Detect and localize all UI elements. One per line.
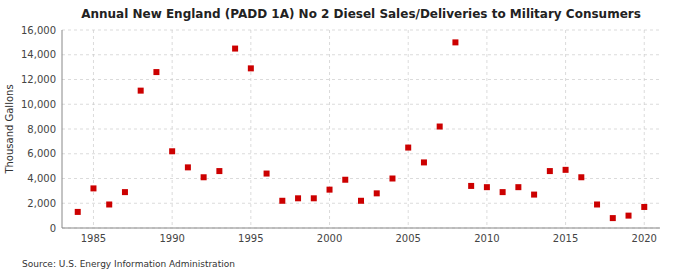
- title: Annual New England (PADD 1A) No 2 Diesel…: [81, 7, 641, 21]
- y-tick-label: 16,000: [21, 25, 56, 36]
- x-grid-line: [93, 30, 94, 228]
- y-grid-line: [62, 178, 660, 179]
- x-grid-line: [250, 30, 251, 228]
- y-grid-line: [62, 228, 660, 229]
- point: [279, 198, 285, 204]
- x-axis-line: [62, 228, 660, 229]
- point: [327, 187, 333, 193]
- x-tick-label: 2005: [395, 233, 420, 244]
- point: [295, 195, 301, 201]
- y-grid-line: [62, 79, 660, 80]
- point: [75, 209, 81, 215]
- y-tick-label: 6,000: [27, 148, 56, 159]
- point: [484, 184, 490, 190]
- point: [405, 145, 411, 151]
- y-grid-line: [62, 153, 660, 154]
- x-tick-label: 1995: [238, 233, 263, 244]
- axes: 0 2,000 4,000 6,000 8,000 10,000 12,000 14,000 1…: [21, 25, 660, 245]
- source: Source: U.S. Energy Information Administ…: [22, 259, 235, 269]
- x-grid-line: [565, 30, 566, 228]
- point: [468, 183, 474, 189]
- points: [75, 39, 648, 221]
- point: [153, 69, 159, 75]
- point: [421, 159, 427, 165]
- chart-svg: Annual New England (PADD 1A) No 2 Diesel…: [0, 0, 675, 275]
- grid: [62, 30, 660, 228]
- point: [594, 201, 600, 207]
- point: [185, 164, 191, 170]
- y-grid-line: [62, 54, 660, 55]
- y-tick-label: 12,000: [21, 74, 56, 85]
- point: [374, 190, 380, 196]
- chart-container: Annual New England (PADD 1A) No 2 Diesel…: [0, 0, 675, 275]
- x-grid-line: [329, 30, 330, 228]
- x-tick-label: 1990: [159, 233, 184, 244]
- point: [232, 46, 238, 52]
- point: [531, 192, 537, 198]
- point: [610, 215, 616, 221]
- point: [452, 39, 458, 45]
- x-tick-label: 1985: [81, 233, 106, 244]
- point: [122, 189, 128, 195]
- x-tick-label: 2020: [632, 233, 657, 244]
- point: [578, 174, 584, 180]
- point: [248, 65, 254, 71]
- point: [138, 88, 144, 94]
- point: [563, 167, 569, 173]
- point: [216, 168, 222, 174]
- x-tick-label: 2010: [474, 233, 499, 244]
- point: [626, 213, 632, 219]
- y-tick-label: 10,000: [21, 99, 56, 110]
- y-tick-label: 2,000: [27, 198, 56, 209]
- point: [169, 148, 175, 154]
- point: [264, 171, 270, 177]
- y-axis-label: Thousand Gallons: [4, 84, 15, 174]
- point: [90, 185, 96, 191]
- y-grid-line: [62, 129, 660, 130]
- x-grid-line: [172, 30, 173, 228]
- y-axis-line: [62, 30, 63, 228]
- point: [201, 174, 207, 180]
- point: [437, 124, 443, 130]
- point: [547, 168, 553, 174]
- y-tick-label: 14,000: [21, 49, 56, 60]
- point: [358, 198, 364, 204]
- point: [389, 176, 395, 182]
- y-grid-line: [62, 30, 660, 31]
- point: [500, 189, 506, 195]
- x-grid-line: [408, 30, 409, 228]
- y-grid-line: [62, 104, 660, 105]
- x-tick-label: 2000: [317, 233, 342, 244]
- point: [106, 201, 112, 207]
- y-tick-label: 8,000: [27, 124, 56, 135]
- point: [515, 184, 521, 190]
- x-grid-line: [486, 30, 487, 228]
- y-tick-label: 0: [50, 223, 56, 234]
- y-tick-label: 4,000: [27, 173, 56, 184]
- point: [311, 195, 317, 201]
- x-tick-label: 2015: [553, 233, 578, 244]
- x-grid-line: [644, 30, 645, 228]
- point: [342, 177, 348, 183]
- point: [641, 204, 647, 210]
